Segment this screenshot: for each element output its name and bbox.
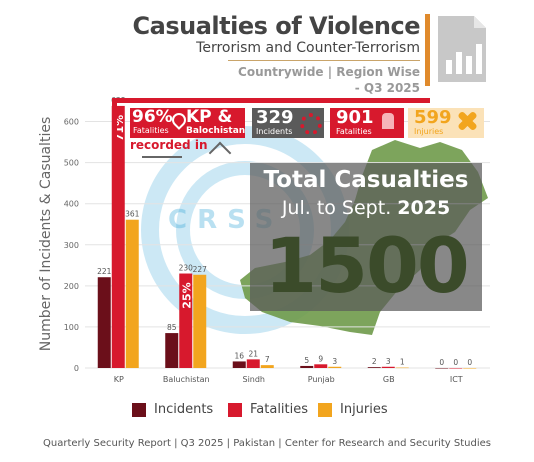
x-tick-label: Baluchistan: [163, 375, 210, 384]
bar-value-label: 3: [332, 357, 337, 366]
x-tick-label: Sindh: [242, 375, 265, 384]
footer-text: Quarterly Security Report | Q3 2025 | Pa…: [43, 438, 491, 449]
arrow-right-icon: [142, 156, 182, 158]
bar-value-label: 9: [318, 354, 323, 363]
bar-value-label: 230: [179, 264, 194, 273]
bar-value-label: 5: [304, 356, 309, 365]
bar-fatalities-gb: [381, 366, 395, 368]
total-value: 1500: [264, 221, 470, 310]
page-title: Casualties of Violence: [132, 12, 421, 40]
report-chart-icon: [438, 16, 486, 82]
bar-value-label: 0: [439, 358, 444, 367]
bar-incidents-punjab: [300, 365, 314, 368]
bar-value-label: 1: [400, 358, 405, 367]
injuries-value: 599: [414, 107, 452, 128]
legend-label-fatalities: Fatalities: [250, 402, 309, 417]
bar-injuries-sindh: [260, 365, 274, 368]
title-divider: [228, 60, 420, 61]
legend-label-incidents: Incidents: [154, 402, 214, 417]
y-tick-label: 300: [64, 241, 79, 250]
kp-region-2: Balochistan: [186, 126, 246, 136]
legend-swatch-injuries: [318, 402, 332, 417]
fatality-icon: [382, 113, 394, 129]
region-line-2: - Q3 2025: [354, 81, 420, 95]
legend-label-injuries: Injuries: [340, 402, 388, 417]
y-tick-label: 400: [64, 200, 79, 209]
legend-fatalities: Fatalities: [228, 402, 308, 417]
bar-value-label: 21: [248, 349, 258, 358]
bar-injuries-kp: [125, 219, 139, 368]
bar-fatalities-punjab: [314, 364, 328, 368]
bar-value-label: 3: [386, 357, 391, 366]
injuries-label: Injuries: [414, 127, 444, 136]
kp-region: KP &: [186, 107, 233, 127]
bar-fatalities-kp: [111, 105, 125, 368]
bar-incidents-gb: [367, 367, 381, 368]
kp-balochistan-callout: [130, 108, 245, 138]
bar-value-label: 16: [234, 351, 244, 360]
bar-injuries-baluchistan: [193, 274, 207, 368]
callout-bracket-top: [112, 98, 430, 103]
bar-injuries-ict: [463, 368, 477, 369]
y-tick-label: 200: [64, 282, 79, 291]
region-line-1: Countrywide | Region Wise: [238, 65, 420, 79]
total-casualties-panel: Total Casualties Jul. to Sept. 2025 1500: [250, 163, 482, 311]
bal-fatality-share: 25%: [180, 282, 193, 308]
bar-value-label: 361: [125, 210, 140, 219]
kp-fatality-pct: 96%: [132, 107, 173, 127]
legend-swatch-fatalities: [228, 402, 242, 417]
x-tick-label: GB: [383, 375, 395, 384]
bar-value-label: 0: [467, 358, 472, 367]
total-year: 2025: [397, 197, 451, 219]
bar-value-label: 0: [453, 358, 458, 367]
kp-fatality-pct-label: Fatalities: [133, 126, 169, 135]
bar-incidents-ict: [435, 368, 449, 369]
y-tick-label: 100: [64, 323, 79, 332]
bar-incidents-baluchistan: [165, 333, 179, 368]
bar-incidents-sindh: [232, 361, 246, 368]
bar-fatalities-sindh: [246, 359, 260, 368]
bandage-icon: [456, 110, 478, 132]
total-period-line: Jul. to Sept. 2025: [250, 197, 482, 219]
legend-injuries: Injuries: [318, 402, 388, 417]
x-tick-label: KP: [114, 375, 124, 384]
region-label: Countrywide | Region Wise - Q3 2025: [205, 64, 420, 96]
accent-bar: [425, 14, 430, 86]
bar-value-label: 221: [97, 267, 112, 276]
x-tick-label: ICT: [450, 375, 463, 384]
bar-injuries-gb: [395, 367, 409, 369]
bar-incidents-kp: [97, 277, 111, 368]
callout-bracket-left: [112, 98, 117, 150]
legend-swatch-incidents: [132, 402, 146, 417]
y-axis-title: Number of Incidents & Casualties: [38, 117, 54, 351]
bar-fatalities-ict: [449, 368, 463, 369]
bar-value-label: 85: [167, 323, 177, 332]
total-period: Jul. to Sept.: [281, 197, 392, 219]
legend-incidents: Incidents: [132, 402, 213, 417]
incidents-label: Incidents: [256, 127, 293, 136]
bar-value-label: 2: [372, 357, 377, 366]
y-tick-label: 0: [74, 364, 79, 373]
total-title: Total Casualties: [263, 167, 469, 193]
bar-injuries-punjab: [328, 366, 342, 368]
x-tick-label: Punjab: [308, 375, 335, 384]
recorded-in-text: recorded in: [130, 138, 208, 152]
y-tick-label: 600: [64, 118, 79, 127]
gear-icon: [300, 113, 322, 135]
bar-fatalities-baluchistan: [179, 273, 193, 368]
fatalities-label: Fatalities: [336, 127, 372, 136]
bar-value-label: 227: [193, 265, 208, 274]
y-tick-label: 500: [64, 159, 79, 168]
page-subtitle: Terrorism and Counter-Terrorism: [196, 40, 420, 56]
fatalities-value: 901: [336, 107, 374, 128]
incidents-value: 329: [256, 107, 294, 128]
bar-value-label: 7: [265, 355, 270, 364]
